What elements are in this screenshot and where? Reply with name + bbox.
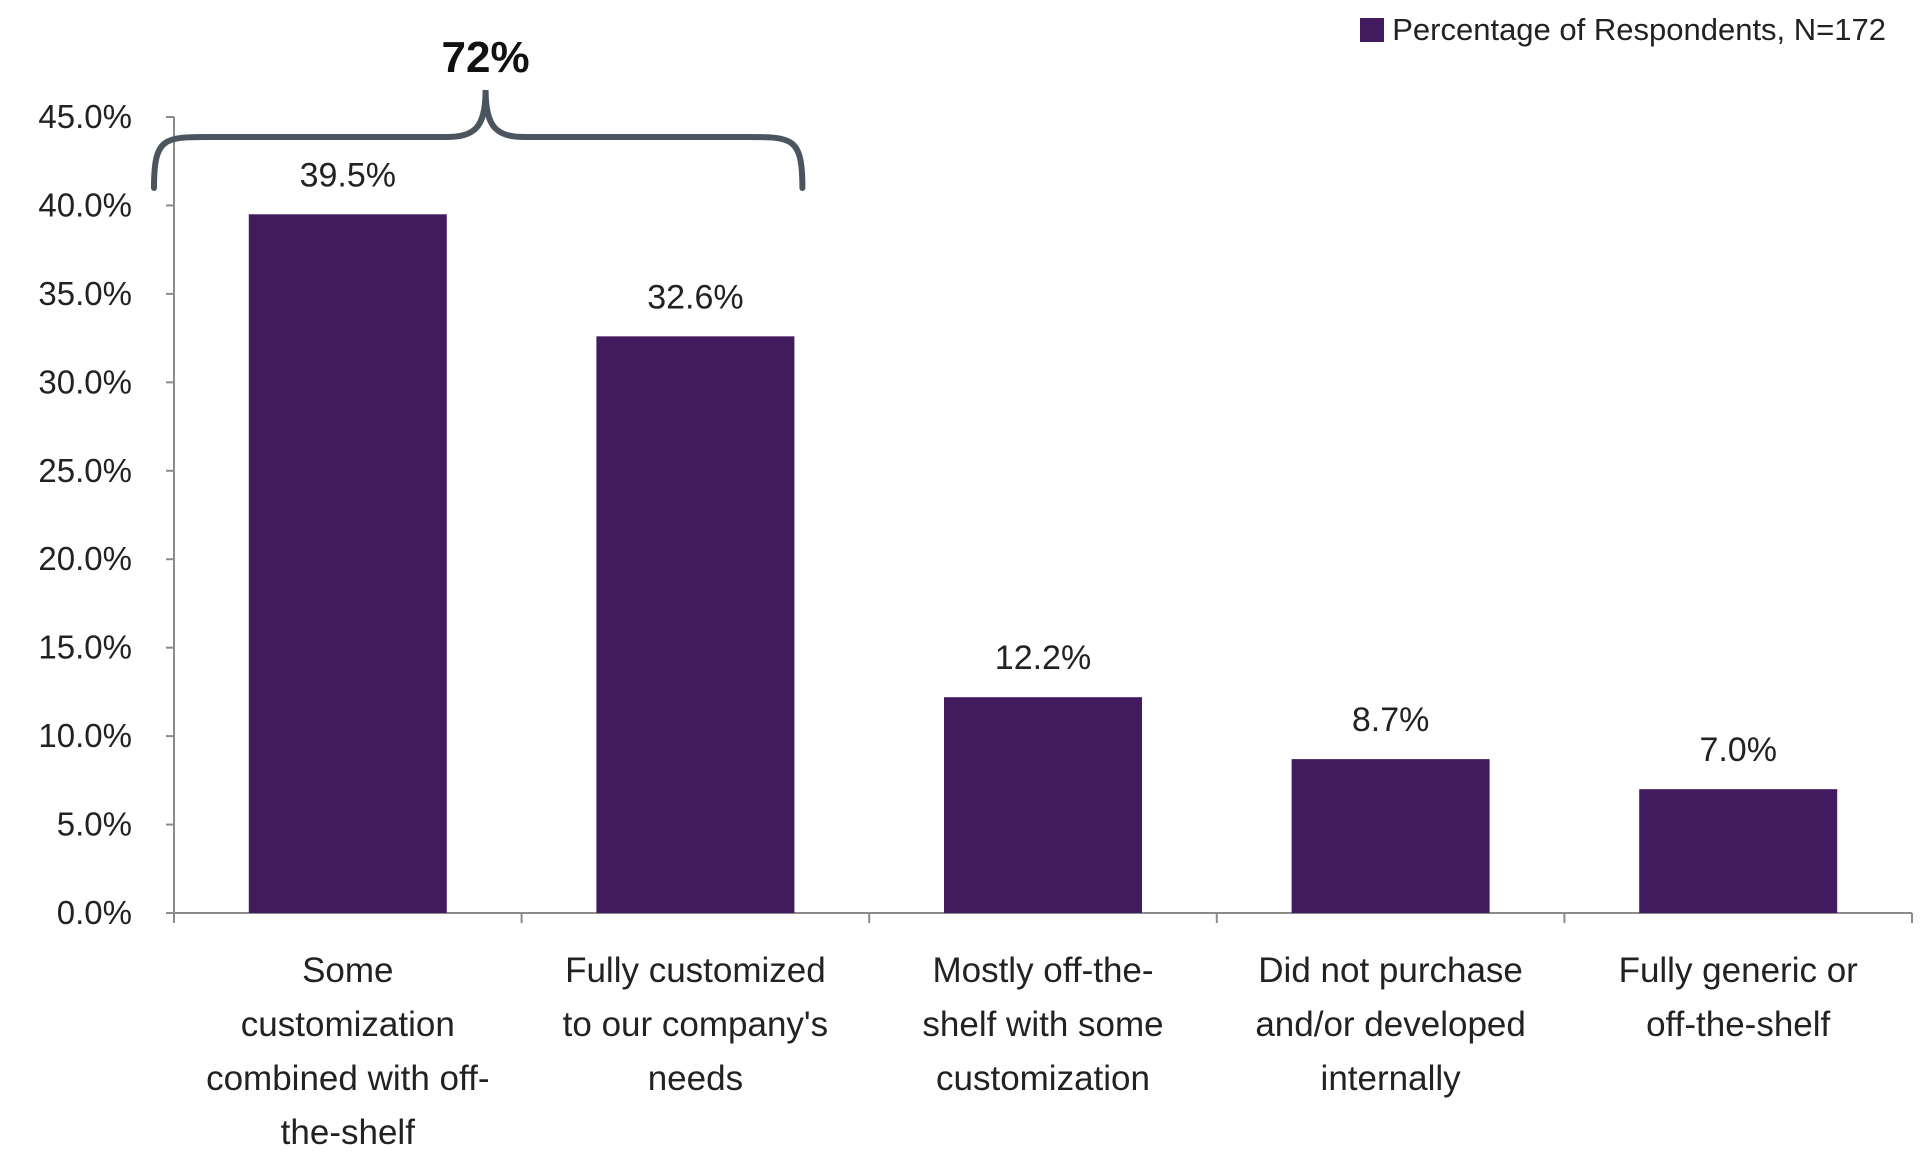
y-tick-label: 5.0% [57,806,132,843]
data-label: 32.6% [647,278,743,316]
bar [1291,759,1490,913]
y-tick-label: 10.0% [38,717,132,754]
y-tick-label: 25.0% [38,452,132,489]
y-tick-label: 45.0% [38,98,132,135]
x-tick-label: customization [241,1005,455,1044]
x-tick-label: shelf with some [922,1005,1163,1044]
bar [248,214,447,914]
bar [944,697,1142,913]
x-tick-label: needs [648,1059,743,1098]
x-tick-label: the-shelf [281,1113,416,1152]
x-tick-label: and/or developed [1255,1005,1526,1044]
legend-label: Percentage of Respondents, N=172 [1392,12,1886,47]
data-label: 12.2% [995,639,1091,677]
bar [596,336,795,913]
data-label: 7.0% [1699,731,1777,769]
bar [1639,789,1838,913]
y-tick-label: 20.0% [38,540,132,577]
brace-annotation [151,89,806,191]
x-tick-label: Some [302,951,393,990]
x-tick-label: Mostly off-the- [932,951,1153,990]
data-label: 39.5% [300,156,396,194]
y-tick-label: 40.0% [38,186,132,223]
x-tick-label: Did not purchase [1258,951,1523,990]
y-tick-label: 35.0% [38,275,132,312]
annotation-label: 72% [442,33,530,82]
y-tick-label: 15.0% [38,629,132,666]
legend: Percentage of Respondents, N=172 [1360,12,1886,48]
x-tick-label: combined with off- [206,1059,489,1098]
x-tick-label: Fully generic or [1619,951,1859,990]
x-tick-label: internally [1321,1059,1462,1098]
data-label: 8.7% [1352,701,1430,739]
x-tick-label: Fully customized [565,951,826,990]
x-tick-label: to our company's [563,1005,828,1044]
x-tick-label: customization [936,1059,1150,1098]
x-tick-label: off-the-shelf [1646,1005,1830,1044]
legend-swatch [1360,18,1385,42]
y-tick-label: 0.0% [57,894,132,931]
y-tick-label: 30.0% [38,363,132,400]
